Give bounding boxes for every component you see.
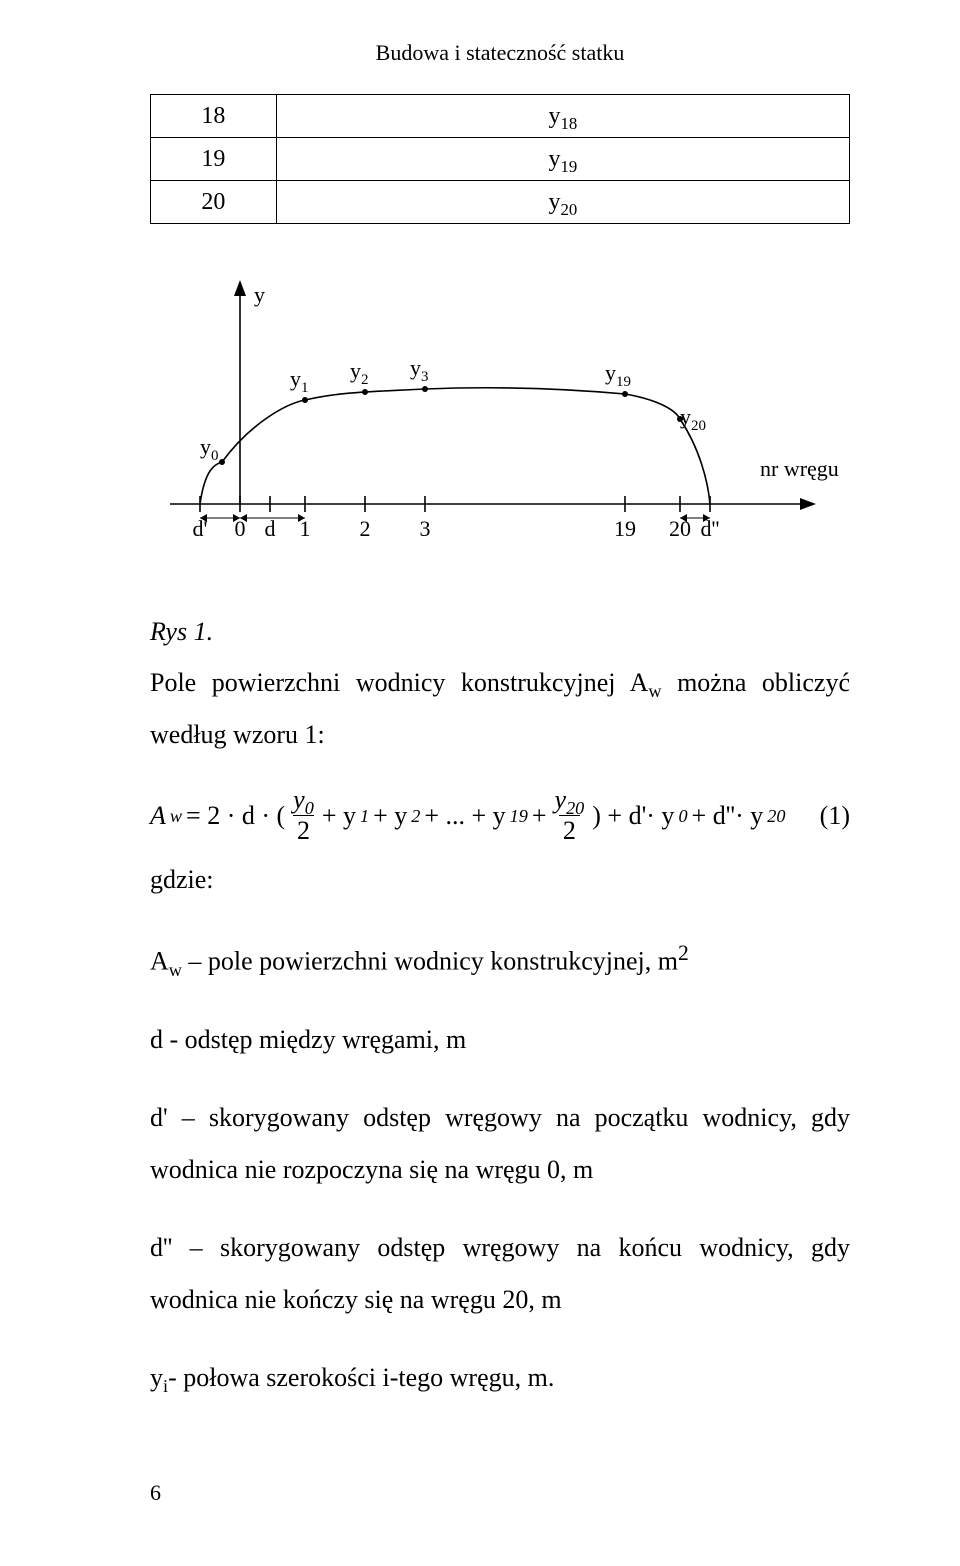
eq-text: ) + d'· y xyxy=(592,801,674,831)
frac-num: y xyxy=(293,785,305,814)
svg-text:y20: y20 xyxy=(680,404,706,434)
para-text: Pole powierzchni wodnicy konstrukcyjnej … xyxy=(150,668,648,697)
page-number: 6 xyxy=(150,1480,161,1506)
def-yi: yi- połowa szerokości i-tego wręgu, m. xyxy=(150,1352,850,1404)
eq-sym: A xyxy=(150,801,166,831)
eq-text: + xyxy=(532,801,547,831)
eq-text: = 2 · d · ( xyxy=(186,801,285,831)
def-d-prime: d' – skorygowany odstęp wręgowy na począ… xyxy=(150,1092,850,1196)
svg-text:nr wręgu: nr wręgu xyxy=(760,456,839,481)
running-head: Budowa i stateczność statku xyxy=(150,40,850,66)
table-row: 19y19 xyxy=(151,138,850,181)
eq-text: + d''· y xyxy=(692,801,764,831)
def-d: d - odstęp między wręgami, m xyxy=(150,1014,850,1066)
def-d-double-prime: d'' – skorygowany odstęp wręgowy na końc… xyxy=(150,1222,850,1326)
cell-index: 18 xyxy=(151,95,277,138)
equation-1: Aw = 2 · d · ( y0 2 + y1 + y2 + ... + y1… xyxy=(150,787,785,844)
equation-row: Aw = 2 · d · ( y0 2 + y1 + y2 + ... + y1… xyxy=(150,787,850,844)
def-sub: w xyxy=(169,960,182,980)
svg-text:y0: y0 xyxy=(200,434,219,464)
eq-frac-1: y0 2 xyxy=(289,787,318,844)
ordinate-table: 18y1819y1920y20 xyxy=(150,94,850,224)
paragraph-intro: Pole powierzchni wodnicy konstrukcyjnej … xyxy=(150,657,850,761)
svg-text:20: 20 xyxy=(669,516,691,541)
where-label: gdzie: xyxy=(150,854,850,906)
svg-text:3: 3 xyxy=(420,516,431,541)
frac-num: y xyxy=(555,785,567,814)
eq-text: + ... + y xyxy=(424,801,505,831)
figure-1: ynr wręgud'0d1231920d''y0y1y2y3y19y20 xyxy=(150,264,850,589)
eq-frac-2: y20 2 xyxy=(551,787,589,844)
def-sym: A xyxy=(150,947,169,976)
def-text: - połowa szerokości i-tego wręgu, m. xyxy=(168,1363,554,1392)
svg-text:y3: y3 xyxy=(410,355,429,385)
cell-value: y19 xyxy=(276,138,849,181)
svg-text:y: y xyxy=(254,282,265,307)
svg-text:y2: y2 xyxy=(350,358,369,388)
cell-index: 19 xyxy=(151,138,277,181)
frac-den: 2 xyxy=(293,815,314,844)
cell-value: y20 xyxy=(276,181,849,224)
eq-text: + y xyxy=(373,801,407,831)
equation-number: (1) xyxy=(820,801,850,831)
def-text: – pole powierzchni wodnicy konstrukcyjne… xyxy=(182,947,678,976)
svg-text:y1: y1 xyxy=(290,366,309,396)
cell-index: 20 xyxy=(151,181,277,224)
svg-text:2: 2 xyxy=(360,516,371,541)
def-sym: y xyxy=(150,1363,163,1392)
table-row: 18y18 xyxy=(151,95,850,138)
cell-value: y18 xyxy=(276,95,849,138)
svg-text:d: d xyxy=(265,516,276,541)
frac-den: 2 xyxy=(559,815,580,844)
svg-text:19: 19 xyxy=(614,516,636,541)
para-sub: w xyxy=(648,681,661,701)
eq-text: + y xyxy=(322,801,356,831)
def-sup: 2 xyxy=(678,941,689,965)
table-row: 20y20 xyxy=(151,181,850,224)
figure-caption: Rys 1. xyxy=(150,617,850,647)
def-Aw: Aw – pole powierzchni wodnicy konstrukcy… xyxy=(150,932,850,988)
svg-text:y19: y19 xyxy=(605,360,631,390)
